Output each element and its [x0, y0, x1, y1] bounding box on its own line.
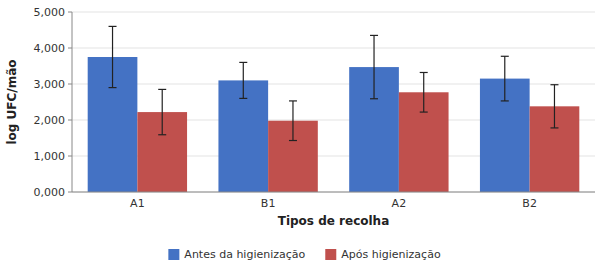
error-cap	[109, 87, 117, 88]
legend: Antes da higienização Após higienização	[168, 248, 441, 261]
error-bar	[239, 62, 247, 98]
error-cap	[158, 134, 166, 135]
y-tick-label: 4,000	[34, 42, 66, 55]
y-tick	[68, 84, 72, 85]
error-line	[162, 89, 163, 134]
error-bar	[550, 85, 558, 128]
x-tick-label: A1	[130, 197, 145, 210]
y-axis-label: log UFC/mão	[5, 59, 19, 144]
grid	[72, 12, 595, 192]
error-line	[504, 56, 505, 101]
grid-line	[72, 12, 595, 13]
error-line	[423, 72, 424, 112]
chart-container: 0,000 1,000 2,000 3,000 4,000 5,000 A1 B1 A2 B2 Ti…	[0, 0, 609, 266]
bars	[88, 26, 580, 192]
error-cap	[289, 140, 297, 141]
legend-label: Após higienização	[341, 248, 441, 261]
error-cap	[550, 84, 558, 85]
error-cap	[239, 62, 247, 63]
chart-svg: 0,000 1,000 2,000 3,000 4,000 5,000 A1 B1 A2 B2 Ti…	[0, 0, 609, 266]
y-tick	[68, 120, 72, 121]
legend-item: Após higienização	[325, 248, 441, 261]
error-bar	[109, 26, 117, 87]
x-axis-line	[72, 192, 595, 193]
y-tick	[68, 12, 72, 13]
error-cap	[370, 98, 378, 99]
x-tick-label: B2	[522, 197, 537, 210]
error-cap	[550, 127, 558, 128]
error-bar	[501, 56, 509, 101]
x-axis: A1 B1 A2 B2	[72, 192, 595, 210]
error-cap	[501, 100, 509, 101]
error-line	[243, 62, 244, 98]
y-axis: 0,000 1,000 2,000 3,000 4,000 5,000	[34, 6, 73, 199]
y-tick	[68, 192, 72, 193]
error-cap	[420, 111, 428, 112]
legend-swatch	[325, 249, 336, 260]
error-cap	[158, 89, 166, 90]
grid-line	[72, 48, 595, 49]
error-line	[554, 85, 555, 128]
error-bar	[370, 35, 378, 98]
error-cap	[370, 35, 378, 36]
y-tick-label: 1,000	[34, 150, 66, 163]
error-cap	[289, 100, 297, 101]
error-cap	[420, 72, 428, 73]
error-cap	[109, 26, 117, 27]
x-tick-label: B1	[261, 197, 276, 210]
y-tick	[68, 48, 72, 49]
error-line	[373, 35, 374, 98]
y-tick	[68, 156, 72, 157]
error-cap	[239, 98, 247, 99]
y-tick-label: 2,000	[34, 114, 66, 127]
y-tick-label: 0,000	[34, 186, 66, 199]
error-line	[112, 26, 113, 87]
legend-label: Antes da higienização	[184, 248, 305, 261]
error-bar	[158, 89, 166, 134]
legend-item: Antes da higienização	[168, 248, 305, 261]
y-tick-label: 3,000	[34, 78, 66, 91]
error-bar	[420, 72, 428, 112]
error-line	[292, 101, 293, 141]
x-axis-label: Tipos de recolha	[278, 214, 390, 228]
error-bar	[289, 101, 297, 141]
y-tick-label: 5,000	[34, 6, 66, 19]
error-cap	[501, 56, 509, 57]
x-tick-label: A2	[392, 197, 407, 210]
y-axis-line	[72, 12, 73, 192]
grid-line	[72, 192, 595, 193]
legend-swatch	[168, 249, 179, 260]
